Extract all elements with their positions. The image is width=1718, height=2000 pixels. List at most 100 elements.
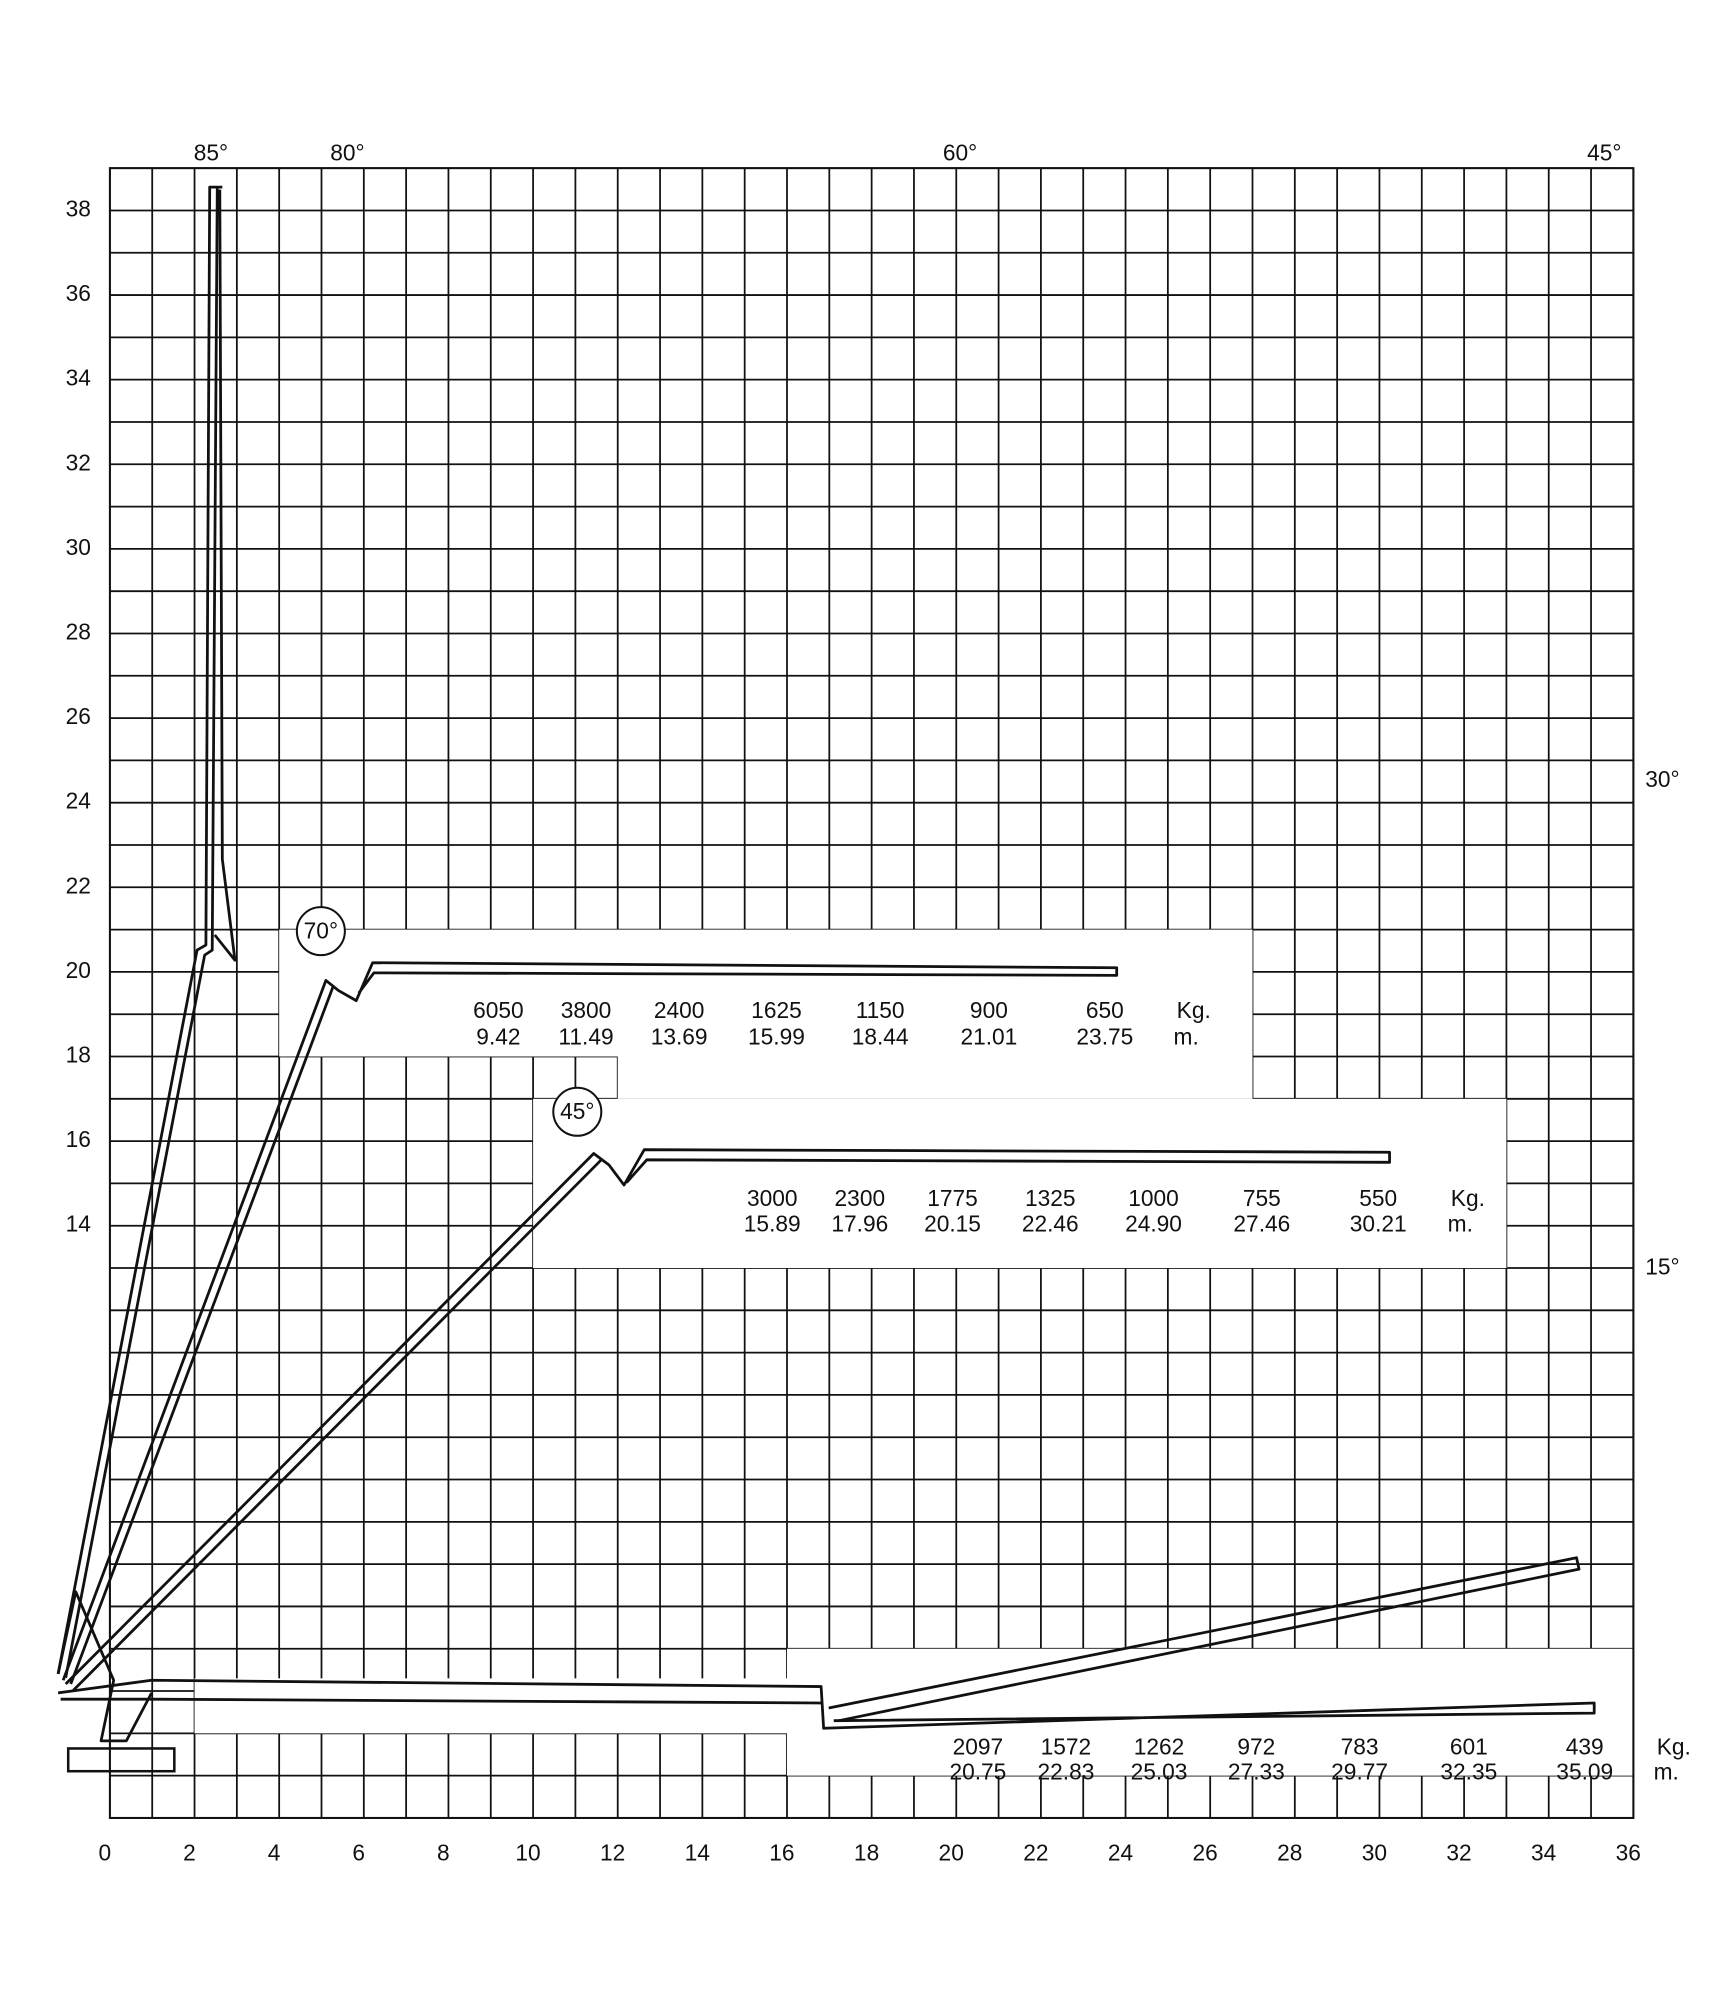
x-tick-label: 18 bbox=[854, 1840, 879, 1866]
x-tick-label: 8 bbox=[437, 1840, 450, 1866]
radius-value: 21.01 bbox=[960, 1024, 1017, 1050]
angle-badge bbox=[295, 906, 346, 957]
radius-value: 9.42 bbox=[476, 1024, 520, 1050]
load-value: 550 bbox=[1359, 1185, 1397, 1211]
x-tick-label: 24 bbox=[1108, 1840, 1133, 1866]
y-tick-label: 34 bbox=[66, 365, 91, 391]
radius-value: 24.90 bbox=[1125, 1210, 1182, 1236]
load-value: 900 bbox=[970, 997, 1008, 1023]
y-tick-label: 14 bbox=[66, 1211, 91, 1237]
load-value: 783 bbox=[1341, 1733, 1379, 1759]
load-unit: Kg. bbox=[1177, 997, 1211, 1023]
load-value: 1572 bbox=[1041, 1733, 1092, 1759]
load-value: 1262 bbox=[1134, 1733, 1185, 1759]
radius-value: 11.49 bbox=[558, 1024, 613, 1050]
y-tick-label: 30 bbox=[66, 534, 91, 560]
angle-label: 45° bbox=[1587, 139, 1621, 165]
table-label: 70° bbox=[304, 917, 338, 943]
load-value: 1325 bbox=[1025, 1185, 1076, 1211]
angle-label: 15° bbox=[1645, 1253, 1679, 1279]
load-value: 3800 bbox=[561, 997, 612, 1023]
load-unit: Kg. bbox=[1451, 1185, 1485, 1211]
radius-value: 15.99 bbox=[748, 1024, 805, 1050]
angle-badge bbox=[552, 1086, 603, 1137]
load-value: 1150 bbox=[856, 997, 905, 1023]
radius-value: 30.21 bbox=[1350, 1210, 1407, 1236]
radius-value: 15.89 bbox=[744, 1210, 801, 1236]
load-value: 2097 bbox=[953, 1733, 1004, 1759]
plot-frame bbox=[108, 167, 1635, 1819]
load-value: 2400 bbox=[654, 997, 705, 1023]
load-value: 439 bbox=[1566, 1733, 1604, 1759]
load-value: 2300 bbox=[835, 1185, 886, 1211]
y-tick-label: 36 bbox=[66, 280, 91, 306]
boom bbox=[213, 189, 237, 962]
radius-unit: m. bbox=[1654, 1759, 1679, 1785]
radius-value: 18.44 bbox=[852, 1024, 909, 1050]
load-value: 601 bbox=[1450, 1733, 1488, 1759]
x-tick-label: 10 bbox=[515, 1840, 540, 1866]
radius-value: 35.09 bbox=[1556, 1759, 1613, 1785]
clearing bbox=[786, 1648, 1634, 1776]
load-value: 1000 bbox=[1128, 1185, 1179, 1211]
y-tick-label: 18 bbox=[66, 1042, 91, 1068]
radius-value: 22.46 bbox=[1022, 1210, 1079, 1236]
x-tick-label: 2 bbox=[183, 1840, 196, 1866]
boom bbox=[56, 185, 223, 1675]
radius-unit: m. bbox=[1174, 1024, 1199, 1050]
y-tick-label: 20 bbox=[66, 957, 91, 983]
radius-value: 25.03 bbox=[1131, 1759, 1188, 1785]
y-tick-label: 32 bbox=[66, 449, 91, 475]
radius-value: 20.15 bbox=[924, 1210, 981, 1236]
y-tick-label: 38 bbox=[66, 195, 91, 221]
x-tick-label: 14 bbox=[685, 1840, 710, 1866]
boom bbox=[57, 1678, 1596, 1730]
y-tick-label: 24 bbox=[66, 788, 91, 814]
crane-base bbox=[56, 1590, 153, 1743]
load-value: 3000 bbox=[747, 1185, 798, 1211]
radius-value: 32.35 bbox=[1440, 1759, 1497, 1785]
radius-unit: m. bbox=[1448, 1210, 1473, 1236]
boom bbox=[72, 1158, 603, 1692]
y-tick-label: 22 bbox=[66, 872, 91, 898]
angle-label: 80° bbox=[330, 139, 364, 165]
radius-value: 17.96 bbox=[831, 1210, 888, 1236]
clearing bbox=[617, 1056, 1253, 1099]
boom bbox=[61, 961, 1119, 1681]
clearing bbox=[279, 929, 1253, 1057]
x-tick-label: 22 bbox=[1023, 1840, 1048, 1866]
radius-value: 20.75 bbox=[949, 1759, 1006, 1785]
x-tick-label: 32 bbox=[1446, 1840, 1471, 1866]
y-tick-label: 28 bbox=[66, 618, 91, 644]
radius-value: 22.83 bbox=[1037, 1759, 1094, 1785]
angle-label: 85° bbox=[194, 139, 228, 165]
x-tick-label: 30 bbox=[1362, 1840, 1387, 1866]
crane-base bbox=[66, 1747, 176, 1773]
table-label: 45° bbox=[560, 1098, 594, 1124]
x-tick-label: 36 bbox=[1616, 1840, 1641, 1866]
clearings bbox=[194, 929, 1634, 1776]
x-tick-label: 6 bbox=[352, 1840, 365, 1866]
load-value: 650 bbox=[1086, 997, 1124, 1023]
load-value: 972 bbox=[1237, 1733, 1275, 1759]
x-tick-label: 0 bbox=[99, 1840, 112, 1866]
clearing bbox=[533, 1098, 1507, 1269]
x-tick-label: 20 bbox=[939, 1840, 964, 1866]
x-tick-label: 26 bbox=[1192, 1840, 1217, 1866]
x-tick-label: 34 bbox=[1531, 1840, 1556, 1866]
load-value: 1775 bbox=[927, 1185, 978, 1211]
load-value: 1625 bbox=[751, 997, 802, 1023]
labels: 85° 80° 60° 45° 30° 15° 70° 45° 0 2 4 6 8 10 1… bbox=[66, 139, 1691, 1865]
radius-value: 27.46 bbox=[1233, 1210, 1290, 1236]
load-value: 6050 bbox=[473, 997, 524, 1023]
boom bbox=[69, 984, 335, 1685]
x-tick-label: 4 bbox=[268, 1840, 281, 1866]
y-tick-label: 16 bbox=[66, 1126, 91, 1152]
angle-label: 30° bbox=[1645, 766, 1679, 792]
boom bbox=[828, 1556, 1581, 1723]
x-tick-label: 28 bbox=[1277, 1840, 1302, 1866]
boom bbox=[64, 187, 219, 1678]
radius-value: 27.33 bbox=[1228, 1759, 1285, 1785]
booms bbox=[56, 185, 1596, 1773]
